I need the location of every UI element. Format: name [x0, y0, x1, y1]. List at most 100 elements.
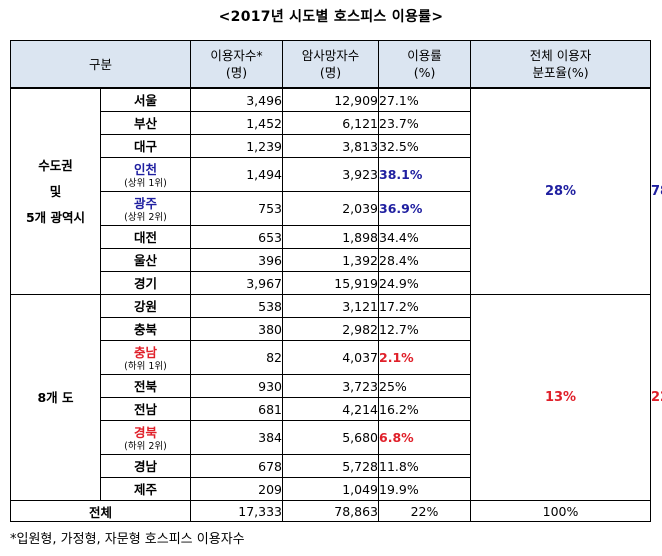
region-name: 제주 — [99, 477, 192, 501]
footnote: *입원형, 가정형, 자문형 호스피스 이용자수 — [10, 532, 245, 547]
deaths-cell: 3,813 — [282, 134, 380, 158]
table-row: 대전 653 1,898 34.4% — [11, 225, 651, 249]
users-cell: 678 — [190, 454, 284, 478]
users-cell: 681 — [190, 397, 284, 421]
total-rate: 22% — [378, 500, 472, 522]
users-cell: 538 — [190, 294, 284, 318]
region-name: 경북 (하위 2위) — [99, 420, 192, 455]
region-name-text: 부산 — [134, 115, 158, 131]
region-name-text: 충남 — [134, 344, 158, 360]
header-users-text: 이용자수* (명) — [210, 48, 263, 80]
table-row: 광주 (상위 2위) 753 2,039 36.9% — [11, 191, 651, 226]
users-cell: 1,452 — [190, 111, 284, 135]
region-name-text: 경기 — [134, 275, 158, 291]
region-name: 서울 — [99, 87, 192, 112]
deaths-cell: 15,919 — [282, 271, 380, 295]
table-row: 전남 681 4,214 16.2% — [11, 397, 651, 421]
table-row: 충남 (하위 1위) 82 4,037 2.1% — [11, 340, 651, 375]
header-row: 구분 이용자수* (명) 암사망자수 (명) 이용률 (%) 전체 이용자 분포… — [9, 40, 652, 89]
region-name-text: 경남 — [134, 458, 158, 474]
group-label: 수도권 및 5개 광역시 — [10, 87, 101, 295]
table-row: 대구 1,239 3,813 32.5% — [11, 134, 651, 158]
deaths-cell: 5,728 — [282, 454, 380, 478]
header-category: 구분 — [9, 40, 192, 89]
rate-cell: 11.8% — [378, 454, 472, 478]
users-cell: 384 — [190, 420, 284, 455]
users-cell: 930 — [190, 374, 284, 398]
deaths-cell: 3,923 — [282, 157, 380, 192]
header-users: 이용자수* (명) — [190, 40, 284, 89]
region-name-text: 경북 — [134, 424, 158, 440]
region-name-text: 전북 — [134, 378, 158, 394]
region-name: 인천 (상위 1위) — [99, 157, 192, 192]
header-deaths: 암사망자수 (명) — [282, 40, 380, 89]
deaths-cell: 12,909 — [282, 87, 380, 112]
region-name: 전남 — [99, 397, 192, 421]
header-deaths-text: 암사망자수 (명) — [301, 48, 360, 80]
group-rate: 28% — [470, 87, 652, 295]
table-body: 수도권 및 5개 광역시서울3,49612,90927.1%28%78%부산1,… — [9, 87, 662, 522]
rank-note: (하위 1위) — [124, 360, 167, 372]
rate-cell: 12.7% — [378, 317, 472, 341]
deaths-cell: 1,049 — [282, 477, 380, 501]
table-row: 인천 (상위 1위) 1,494 3,923 38.1% — [11, 157, 651, 192]
region-name-text: 충북 — [134, 321, 158, 337]
users-cell: 380 — [190, 317, 284, 341]
deaths-cell: 4,037 — [282, 340, 380, 375]
deaths-cell: 3,121 — [282, 294, 380, 318]
region-name-text: 울산 — [134, 252, 158, 268]
users-cell: 753 — [190, 191, 284, 226]
region-name: 강원 — [99, 294, 192, 318]
total-deaths: 78,863 — [282, 500, 380, 522]
total-label: 전체 — [9, 500, 192, 522]
region-name-text: 서울 — [134, 92, 158, 108]
table-row: 부산 1,452 6,121 23.7% — [11, 111, 651, 135]
users-cell: 209 — [190, 477, 284, 501]
rate-cell: 17.2% — [378, 294, 472, 318]
table-row: 울산 396 1,392 28.4% — [11, 248, 651, 272]
rate-cell: 23.7% — [378, 111, 472, 135]
region-name-text: 전남 — [134, 401, 158, 417]
region-name: 경남 — [99, 454, 192, 478]
users-cell: 82 — [190, 340, 284, 375]
deaths-cell: 2,039 — [282, 191, 380, 226]
deaths-cell: 3,723 — [282, 374, 380, 398]
deaths-cell: 1,898 — [282, 225, 380, 249]
group-rate: 13% — [470, 294, 652, 501]
deaths-cell: 6,121 — [282, 111, 380, 135]
users-cell: 3,967 — [190, 271, 284, 295]
rank-note: (상위 2위) — [124, 211, 167, 223]
header-share-text: 전체 이용자 분포율(%) — [529, 48, 592, 80]
total-row: 전체 17,333 78,863 22% 100% — [9, 500, 652, 522]
deaths-cell: 4,214 — [282, 397, 380, 421]
rate-cell: 27.1% — [378, 87, 472, 112]
region-name-text: 강원 — [134, 298, 158, 314]
region-name: 부산 — [99, 111, 192, 135]
region-name: 광주 (상위 2위) — [99, 191, 192, 226]
rate-cell: 2.1% — [378, 340, 472, 375]
total-share: 100% — [470, 500, 652, 522]
region-name-text: 대구 — [134, 138, 158, 154]
rate-cell: 19.9% — [378, 477, 472, 501]
rank-note: (상위 1위) — [124, 177, 167, 189]
region-name: 대구 — [99, 134, 192, 158]
table-row: 경남 678 5,728 11.8% — [11, 454, 651, 478]
rate-cell: 6.8% — [378, 420, 472, 455]
users-cell: 1,494 — [190, 157, 284, 192]
header-share: 전체 이용자 분포율(%) — [470, 40, 652, 89]
rate-cell: 38.1% — [378, 157, 472, 192]
rate-cell: 24.9% — [378, 271, 472, 295]
region-name-text: 제주 — [134, 481, 158, 497]
rank-note: (하위 2위) — [124, 440, 167, 452]
rate-cell: 16.2% — [378, 397, 472, 421]
rate-cell: 25% — [378, 374, 472, 398]
region-name: 울산 — [99, 248, 192, 272]
deaths-cell: 2,982 — [282, 317, 380, 341]
users-cell: 1,239 — [190, 134, 284, 158]
region-name: 충북 — [99, 317, 192, 341]
table-row: 제주 209 1,049 19.9% — [11, 477, 651, 501]
region-name-text: 광주 — [134, 195, 158, 211]
rate-cell: 34.4% — [378, 225, 472, 249]
rate-cell: 36.9% — [378, 191, 472, 226]
total-users: 17,333 — [190, 500, 284, 522]
